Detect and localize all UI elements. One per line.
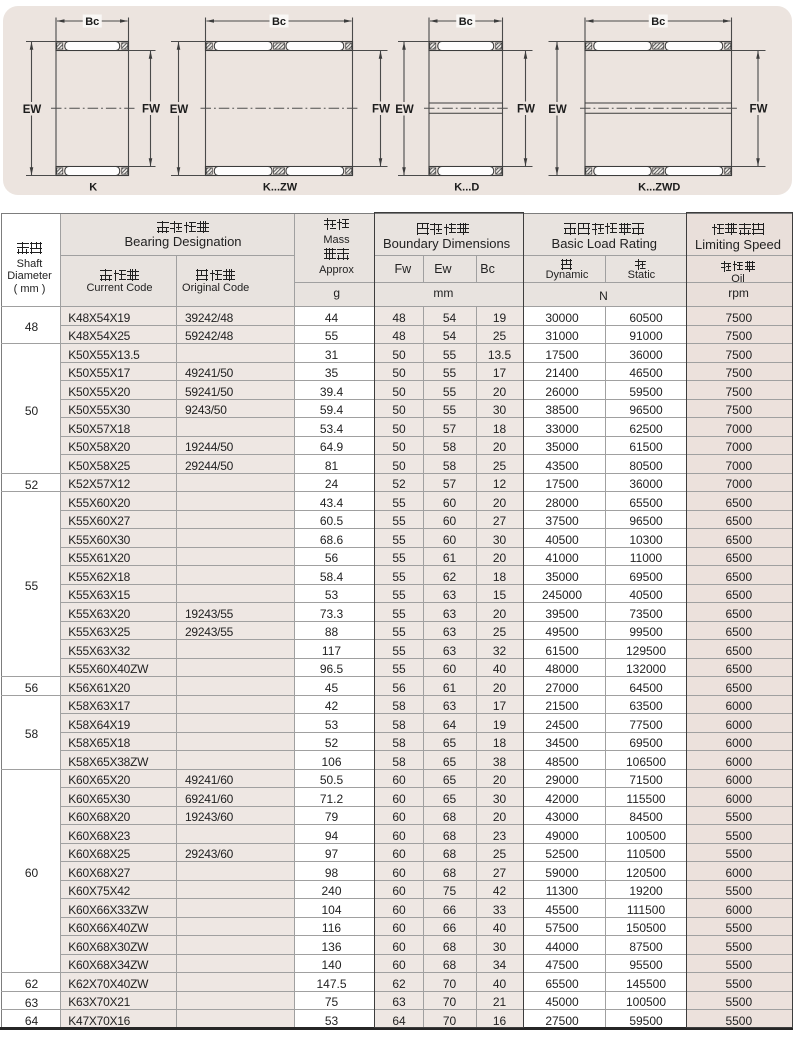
svg-text:K...ZW: K...ZW <box>263 182 298 194</box>
svg-text:Bc: Bc <box>459 16 473 28</box>
svg-text:EW: EW <box>548 104 567 116</box>
svg-text:Bc: Bc <box>272 16 286 28</box>
svg-text:EW: EW <box>23 104 42 116</box>
svg-text:K...D: K...D <box>454 182 479 194</box>
svg-text:FW: FW <box>750 103 768 115</box>
svg-text:FW: FW <box>142 103 160 115</box>
svg-text:K...ZWD: K...ZWD <box>638 182 680 194</box>
svg-text:Bc: Bc <box>85 16 99 28</box>
svg-text:EW: EW <box>395 104 414 116</box>
svg-text:FW: FW <box>372 103 390 115</box>
svg-text:K: K <box>89 182 97 194</box>
svg-text:EW: EW <box>170 104 189 116</box>
svg-text:FW: FW <box>517 103 535 115</box>
svg-text:Bc: Bc <box>651 16 665 28</box>
